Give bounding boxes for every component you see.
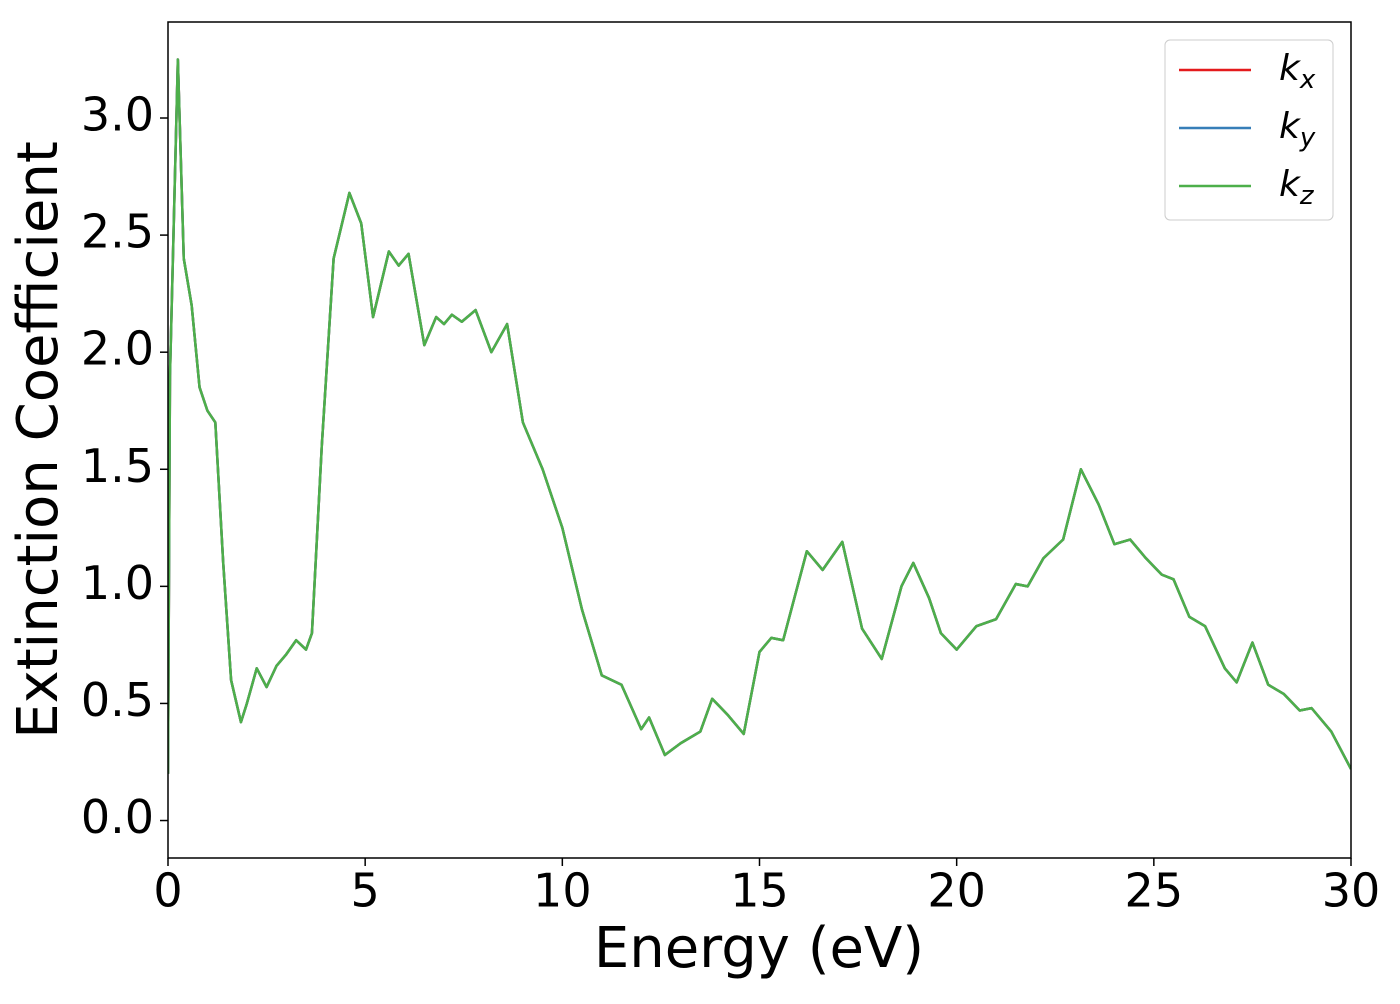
y-tick-label: 0.5: [81, 673, 154, 727]
x-tick-label: 25: [1125, 864, 1184, 918]
legend-label: kz: [1279, 164, 1315, 211]
y-tick-label: 1.5: [81, 439, 154, 493]
y-tick-label: 2.0: [81, 322, 154, 376]
x-tick-label: 0: [153, 864, 182, 918]
y-tick-label: 2.5: [81, 205, 154, 259]
x-tick-label: 20: [927, 864, 986, 918]
x-tick-label: 30: [1322, 864, 1381, 918]
y-tick-label: 1.0: [81, 556, 154, 610]
x-tick-label: 15: [730, 864, 789, 918]
legend-label: kx: [1279, 48, 1316, 95]
x-tick-label: 10: [533, 864, 592, 918]
legend-label: ky: [1279, 106, 1316, 153]
y-tick-label: 0.0: [81, 790, 154, 844]
x-tick-label: 5: [351, 864, 380, 918]
y-tick-label: 3.0: [81, 88, 154, 142]
plot-frame: [167, 21, 1352, 859]
legend-box: [1164, 39, 1334, 221]
x-axis-label: Energy (eV): [594, 916, 924, 981]
y-axis-label: Extinction Coefficient: [6, 141, 71, 739]
data-line: [168, 58, 1351, 774]
